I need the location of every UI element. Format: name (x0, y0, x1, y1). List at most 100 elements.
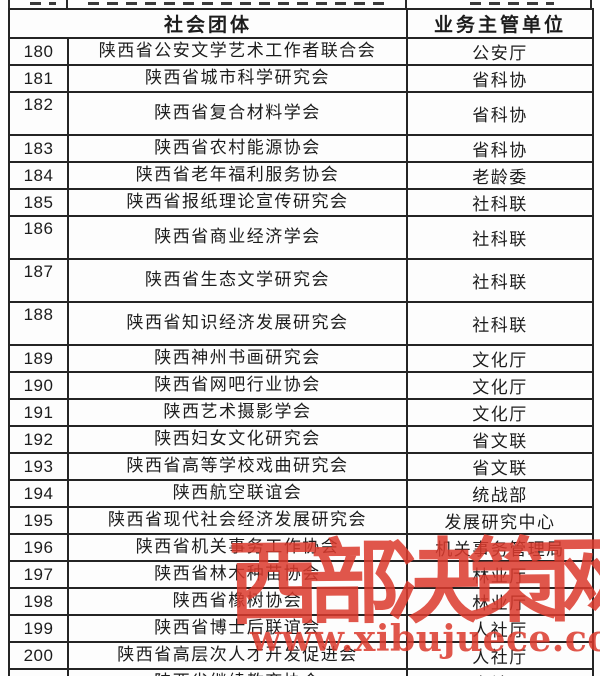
table-row: 181 陕西省城市科学研究会 省科协 (8, 64, 595, 93)
supervising-unit: 林业厅 (406, 560, 595, 589)
row-number: 181 (8, 64, 69, 93)
header-supervising-unit: 业务主管单位 (406, 8, 595, 39)
table-row: 190 陕西省网吧行业协会 文化厅 (8, 371, 595, 400)
org-name: 陕西省高等学校戏曲研究会 (66, 452, 409, 481)
org-name: 陕西省知识经济发展研究会 (66, 301, 409, 346)
row-number: 189 (8, 344, 69, 373)
row-number: 194 (8, 479, 69, 508)
row-number: 185 (8, 188, 69, 217)
org-name: 陕西省博士后联谊会 (66, 614, 409, 643)
table-row: 196 陕西省机关事务工作协会 机关事务管理局 (8, 533, 595, 562)
supervising-unit: 省科协 (406, 91, 595, 136)
supervising-unit: 省科协 (406, 64, 595, 93)
row-number: 188 (8, 301, 69, 346)
org-name: 陕西省继续教育协会 (66, 668, 409, 676)
org-name: 陕西省报纸理论宣传研究会 (66, 188, 409, 217)
table-row: 198 陕西省橡树协会 林业厅 (8, 587, 595, 616)
header-social-organizations: 社会团体 (7, 8, 409, 39)
org-name: 陕西省商业经济学会 (66, 215, 409, 260)
partial-text-unit (470, 2, 554, 5)
table-row: 188 陕西省知识经济发展研究会 社科联 (8, 301, 595, 346)
row-number: 201 (8, 668, 69, 676)
supervising-unit: 省科协 (406, 134, 595, 163)
supervising-unit: 省文联 (406, 425, 595, 454)
org-name: 陕西省橡树协会 (66, 587, 409, 616)
org-name: 陕西航空联谊会 (66, 479, 409, 508)
supervising-unit: 社科联 (406, 258, 595, 303)
supervising-unit: 公安厅 (406, 37, 595, 66)
partial-divider-1 (66, 0, 68, 8)
table-row: 186 陕西省商业经济学会 社科联 (8, 215, 595, 260)
row-number: 186 (8, 215, 69, 260)
org-name: 陕西艺术摄影学会 (66, 398, 409, 427)
row-number: 191 (8, 398, 69, 427)
header-row: 社会团体 业务主管单位 (7, 8, 595, 39)
partial-border-left (8, 0, 10, 8)
supervising-unit: 社科联 (406, 188, 595, 217)
supervising-unit: 机关事务管理局 (406, 533, 595, 562)
partial-text-number (30, 2, 56, 5)
supervising-unit: 林业厅 (406, 587, 595, 616)
table-row: 195 陕西省现代社会经济发展研究会 发展研究中心 (8, 506, 595, 535)
supervising-unit: 人社厅 (406, 614, 595, 643)
org-name: 陕西省公安文学艺术工作者联合会 (66, 37, 409, 66)
supervising-unit: 发展研究中心 (406, 506, 595, 535)
row-number: 200 (8, 641, 69, 670)
partial-text-name (88, 2, 390, 5)
table-row: 187 陕西省生态文学研究会 社科联 (8, 258, 595, 303)
supervising-unit: 老龄委 (406, 161, 595, 190)
supervising-unit: 统战部 (406, 479, 595, 508)
partial-divider-2 (405, 0, 407, 8)
table-row: 183 陕西省农村能源协会 省科协 (8, 134, 595, 163)
table-row: 193 陕西省高等学校戏曲研究会 省文联 (8, 452, 595, 481)
org-name: 陕西省机关事务工作协会 (66, 533, 409, 562)
org-name: 陕西省网吧行业协会 (66, 371, 409, 400)
supervising-unit: 省文联 (406, 452, 595, 481)
table-row: 182 陕西省复合材料学会 省科协 (8, 91, 595, 136)
table-row: 185 陕西省报纸理论宣传研究会 社科联 (8, 188, 595, 217)
org-name: 陕西省城市科学研究会 (66, 64, 409, 93)
supervising-unit: 人社厅 (406, 668, 595, 676)
supervising-unit: 文化厅 (406, 398, 595, 427)
org-name: 陕西省林木种苗协会 (66, 560, 409, 589)
row-number: 199 (8, 614, 69, 643)
row-number: 187 (8, 258, 69, 303)
row-number: 183 (8, 134, 69, 163)
row-number: 184 (8, 161, 69, 190)
table-row: 199 陕西省博士后联谊会 人社厅 (8, 614, 595, 643)
row-number: 180 (8, 37, 69, 66)
table-row: 180 陕西省公安文学艺术工作者联合会 公安厅 (8, 37, 595, 66)
row-number: 193 (8, 452, 69, 481)
org-name: 陕西省农村能源协会 (66, 134, 409, 163)
supervising-unit: 文化厅 (406, 344, 595, 373)
table-row: 192 陕西妇女文化研究会 省文联 (8, 425, 595, 454)
table-row: 200 陕西省高层次人才开发促进会 人社厅 (8, 641, 595, 670)
org-name: 陕西省老年福利服务协会 (66, 161, 409, 190)
table-row: 191 陕西艺术摄影学会 文化厅 (8, 398, 595, 427)
table-row: 189 陕西神州书画研究会 文化厅 (8, 344, 595, 373)
org-name: 陕西省高层次人才开发促进会 (66, 641, 409, 670)
org-name: 陕西省生态文学研究会 (66, 258, 409, 303)
table-row: 194 陕西航空联谊会 统战部 (8, 479, 595, 508)
org-name: 陕西省现代社会经济发展研究会 (66, 506, 409, 535)
row-number: 195 (8, 506, 69, 535)
partial-row-top (8, 0, 592, 8)
row-number: 197 (8, 560, 69, 589)
org-name: 陕西神州书画研究会 (66, 344, 409, 373)
org-name: 陕西妇女文化研究会 (66, 425, 409, 454)
supervising-unit: 人社厅 (406, 641, 595, 670)
row-number: 192 (8, 425, 69, 454)
supervising-unit: 社科联 (406, 215, 595, 260)
row-number: 190 (8, 371, 69, 400)
partial-border-right (590, 0, 592, 8)
table-row: 184 陕西省老年福利服务协会 老龄委 (8, 161, 595, 190)
row-number: 182 (8, 91, 69, 136)
supervising-unit: 社科联 (406, 301, 595, 346)
table-row: 201 陕西省继续教育协会 人社厅 (8, 668, 595, 676)
row-number: 198 (8, 587, 69, 616)
supervising-unit: 文化厅 (406, 371, 595, 400)
table-row: 197 陕西省林木种苗协会 林业厅 (8, 560, 595, 589)
org-registry-table: 社会团体 业务主管单位 180 陕西省公安文学艺术工作者联合会 公安厅 181 … (7, 8, 595, 676)
org-name: 陕西省复合材料学会 (66, 91, 409, 136)
